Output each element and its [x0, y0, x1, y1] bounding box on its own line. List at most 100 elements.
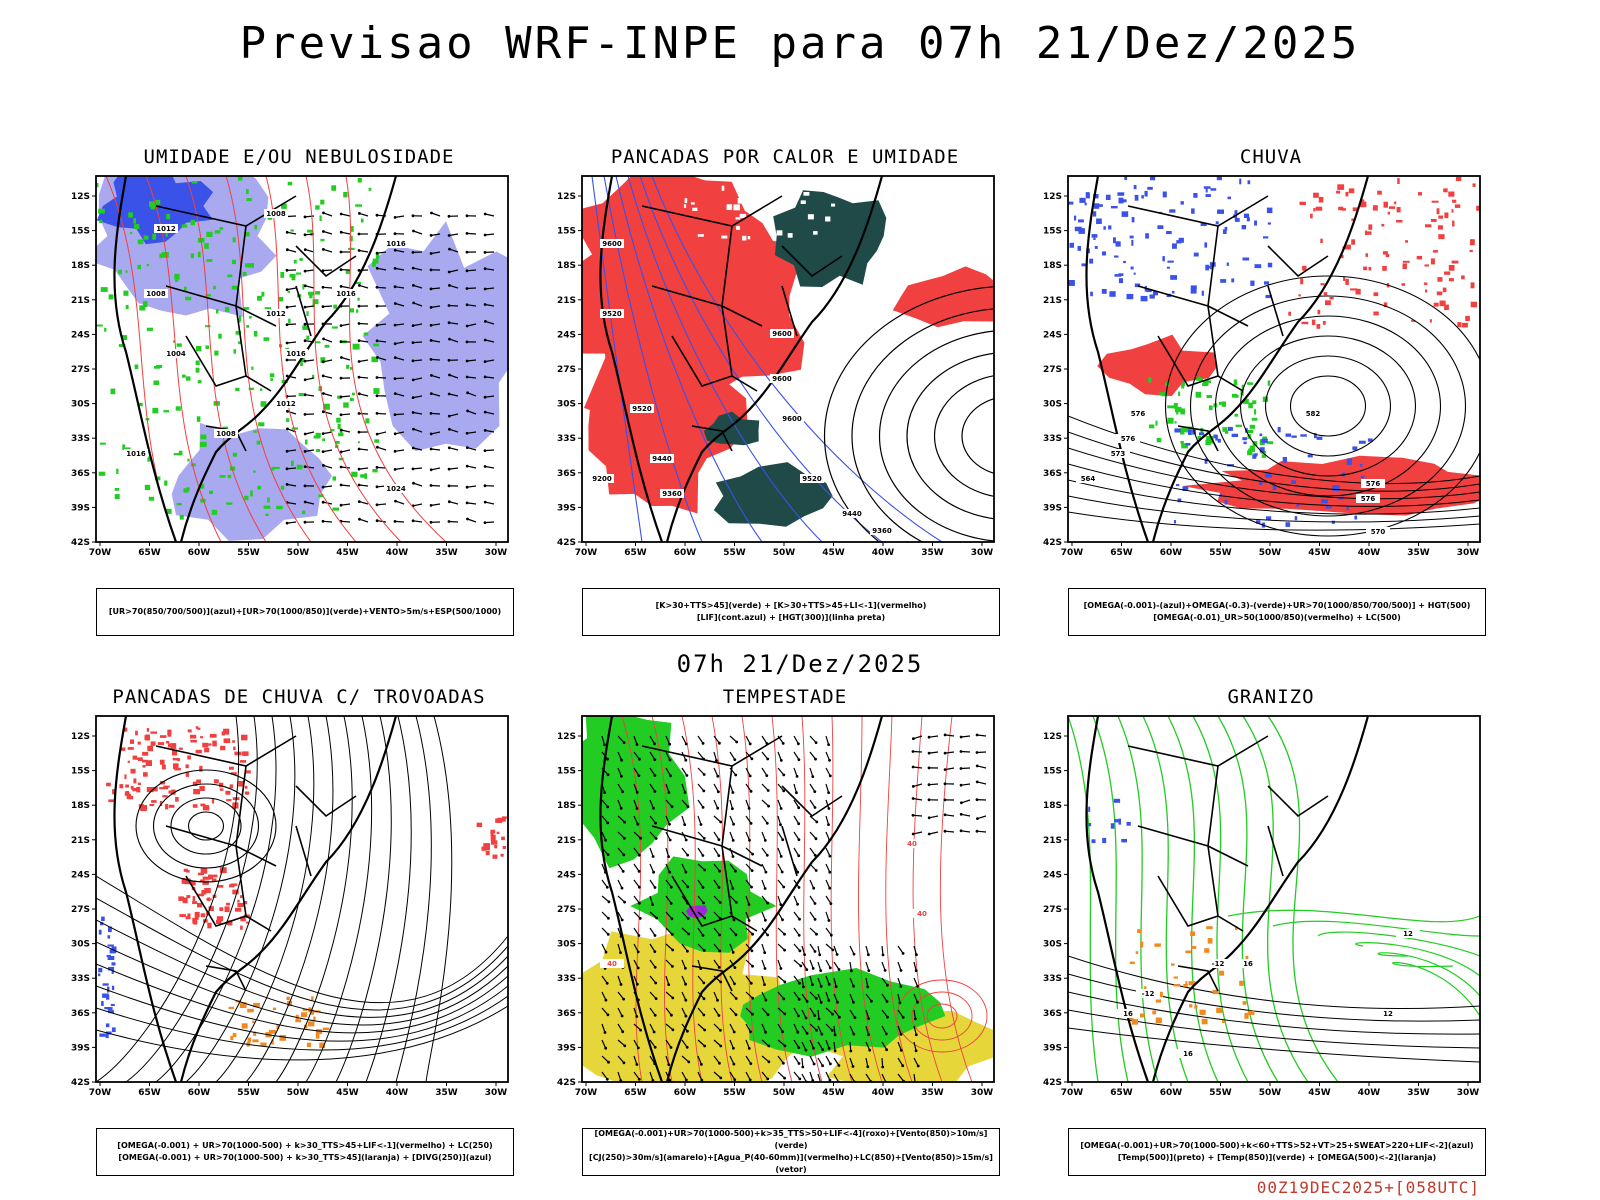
- orange-patch: [252, 1020, 255, 1024]
- wind-vector: [681, 927, 690, 935]
- clear-gap: [800, 200, 806, 204]
- wind-vector: [323, 375, 333, 379]
- wind-vector: [781, 918, 784, 922]
- storm-patch: [193, 918, 198, 925]
- wind-vector: [411, 341, 415, 344]
- wind-vector: [684, 742, 688, 746]
- contour-label: 40: [607, 960, 617, 968]
- wind-vector: [341, 449, 351, 453]
- orange-patch: [276, 1024, 280, 1030]
- lon-tick-label: 45W: [822, 1088, 845, 1098]
- wind-vector: [765, 821, 769, 825]
- wind-vector: [303, 248, 307, 251]
- storm-patch: [147, 745, 154, 752]
- wind-vector: [886, 1015, 889, 1019]
- rain-patch: [1351, 218, 1355, 221]
- wind-vector: [681, 895, 688, 904]
- wind-vector: [303, 305, 307, 309]
- wind-vector: [833, 1049, 837, 1053]
- temp850-contour: [1192, 716, 1249, 1082]
- temp850-contour: [1142, 716, 1189, 1082]
- wind-vector: [447, 520, 451, 523]
- storm-patch: [225, 902, 230, 906]
- wind-vector: [339, 428, 343, 432]
- storm-patch: [233, 746, 236, 751]
- wind-vector: [604, 838, 607, 842]
- wind-vector: [681, 735, 687, 745]
- wind-vector: [322, 230, 325, 233]
- wind-vector: [868, 1048, 872, 1052]
- border-line: [781, 245, 843, 278]
- humidity-patch: [312, 374, 315, 379]
- wind-vector: [745, 1007, 753, 1015]
- storm-patch: [127, 747, 134, 750]
- storm-patch: [213, 874, 218, 878]
- border-line: [295, 785, 357, 818]
- rain-patch: [1218, 401, 1222, 405]
- wind-vector: [449, 501, 459, 505]
- wind-vector: [780, 870, 784, 874]
- wind-vector: [783, 1044, 787, 1048]
- humidity-patch: [96, 183, 99, 188]
- wind-vector: [681, 991, 687, 1001]
- lon-tick-label: 40W: [872, 548, 895, 558]
- wind-vector: [697, 895, 705, 904]
- wind-vector: [635, 743, 639, 746]
- humidity-patch: [316, 449, 321, 453]
- border-line: [1157, 335, 1219, 387]
- omega-patch: [1262, 236, 1269, 239]
- rain-patch: [1254, 409, 1257, 415]
- panel-granizo: GRANIZO -12 16 -12 12 16 12 16 12S 15S 18S 21S 24S 2…: [1036, 686, 1506, 1176]
- wind-vector: [623, 836, 626, 840]
- omega-patch: [1347, 458, 1353, 462]
- contour-label: 1008: [216, 430, 236, 438]
- wind-vector: [448, 247, 451, 251]
- storm-patch: [492, 854, 498, 859]
- rain-patch: [1437, 225, 1443, 230]
- humidity-patch: [309, 294, 313, 299]
- rain-patch: [1436, 291, 1443, 296]
- humidity-patch: [332, 507, 339, 511]
- wind-vector: [413, 302, 423, 307]
- contour-label: 40: [917, 910, 927, 918]
- wind-vector: [717, 966, 721, 969]
- rain-patch: [1424, 264, 1429, 267]
- wind-vector: [745, 815, 752, 824]
- humidity-patch: [338, 457, 344, 461]
- humidity-patch: [173, 340, 176, 343]
- lon-tick-label: 70W: [1061, 548, 1084, 558]
- divergence-patch: [111, 962, 116, 966]
- lon-tick-label: 40W: [1358, 1088, 1381, 1098]
- storm-patch: [501, 818, 506, 822]
- rain-patch: [1165, 382, 1170, 387]
- wind-vector: [697, 911, 706, 919]
- wind-vector: [733, 1078, 737, 1081]
- contour-label-bg: [1366, 527, 1390, 536]
- wind-vector: [431, 467, 441, 471]
- wind-vector: [745, 1071, 751, 1081]
- wind-vector: [636, 1046, 640, 1050]
- omega-patch: [1081, 263, 1087, 267]
- humidity-patch: [144, 484, 151, 490]
- wind-vector: [430, 339, 441, 343]
- legend-box: [OMEGA(-0.001)+UR>70(1000-500)+k>35_TTS>…: [582, 1128, 1000, 1176]
- orange-patch: [247, 1037, 252, 1042]
- lat-tick-label: 39S: [71, 503, 90, 513]
- lat-tick-label: 15S: [71, 767, 90, 777]
- wind-vector: [357, 304, 361, 308]
- wind-vector: [665, 1055, 670, 1065]
- wind-vector: [777, 1007, 786, 1015]
- rain-patch: [1444, 212, 1449, 219]
- wind-vector: [686, 1029, 689, 1033]
- omega-patch: [1200, 222, 1207, 226]
- storm-patch: [178, 896, 184, 901]
- wind-vector: [413, 377, 423, 381]
- storm-patch: [237, 899, 240, 903]
- omega-patch: [1169, 209, 1176, 213]
- storm-patch: [245, 921, 249, 924]
- contour-label: 16: [1183, 1050, 1193, 1058]
- wind-vector: [777, 767, 785, 776]
- rain-patch: [1208, 437, 1214, 444]
- divergence-patch: [101, 916, 105, 922]
- wind-vector: [649, 863, 655, 873]
